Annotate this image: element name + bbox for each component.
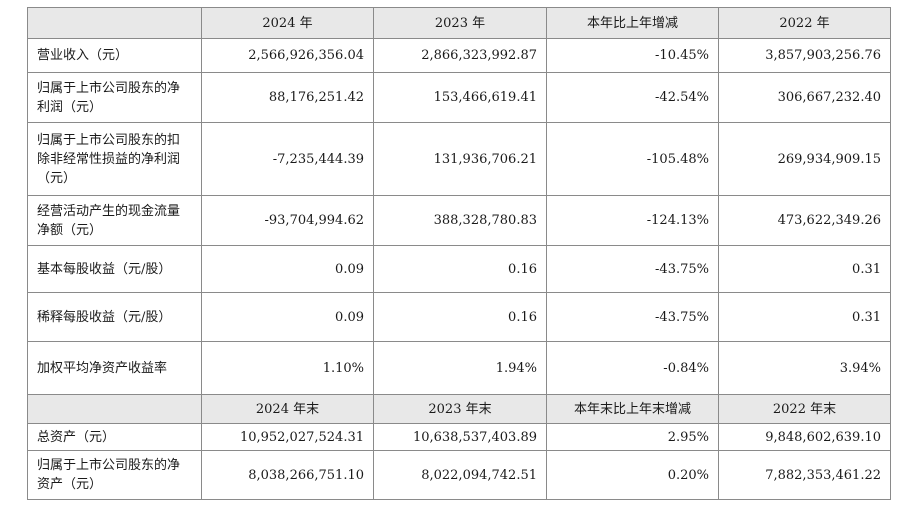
cell-2023: 1.94% <box>373 341 547 395</box>
row-label: 归属于上市公司股东的净资产（元） <box>27 450 202 500</box>
cell-2024: 0.09 <box>201 292 374 342</box>
row-label: 营业收入（元） <box>27 38 202 73</box>
cell-2023: 8,022,094,742.51 <box>373 450 547 500</box>
cell-2022: 0.31 <box>718 245 891 293</box>
cell-2024: 1.10% <box>201 341 374 395</box>
header-change: 本年比上年增减 <box>546 7 719 39</box>
table-row: 营业收入（元） 2,566,926,356.04 2,866,323,992.8… <box>27 38 891 73</box>
header-year-2023: 2023 年 <box>373 7 547 39</box>
row-label: 稀释每股收益（元/股） <box>27 292 202 342</box>
cell-2023: 388,328,780.83 <box>373 195 547 246</box>
cell-2022: 3.94% <box>718 341 891 395</box>
cell-2023: 0.16 <box>373 292 547 342</box>
header-year-end-2024: 2024 年末 <box>201 394 374 424</box>
row-label: 总资产（元） <box>27 423 202 451</box>
row-label: 归属于上市公司股东的扣除非经常性损益的净利润（元） <box>27 122 202 196</box>
cell-2023: 0.16 <box>373 245 547 293</box>
financial-summary-table: 2024 年 2023 年 本年比上年增减 2022 年 营业收入（元） 2,5… <box>27 7 891 500</box>
header-year-2022: 2022 年 <box>718 7 891 39</box>
cell-change: -10.45% <box>546 38 719 73</box>
cell-change: -105.48% <box>546 122 719 196</box>
table-row: 归属于上市公司股东的净利润（元） 88,176,251.42 153,466,6… <box>27 72 891 123</box>
cell-2023: 2,866,323,992.87 <box>373 38 547 73</box>
table-row: 稀释每股收益（元/股） 0.09 0.16 -43.75% 0.31 <box>27 292 891 342</box>
header-year-end-change: 本年末比上年末增减 <box>546 394 719 424</box>
cell-2022: 7,882,353,461.22 <box>718 450 891 500</box>
cell-change: -43.75% <box>546 292 719 342</box>
cell-change: -0.84% <box>546 341 719 395</box>
header-row-years: 2024 年 2023 年 本年比上年增减 2022 年 <box>27 7 891 39</box>
header-corner-cell <box>27 7 202 39</box>
table-row: 总资产（元） 10,952,027,524.31 10,638,537,403.… <box>27 423 891 451</box>
cell-2022: 0.31 <box>718 292 891 342</box>
cell-2024: 88,176,251.42 <box>201 72 374 123</box>
cell-change: 0.20% <box>546 450 719 500</box>
cell-change: -43.75% <box>546 245 719 293</box>
cell-2023: 10,638,537,403.89 <box>373 423 547 451</box>
cell-change: 2.95% <box>546 423 719 451</box>
cell-2024: -93,704,994.62 <box>201 195 374 246</box>
row-label: 基本每股收益（元/股） <box>27 245 202 293</box>
cell-2024: 10,952,027,524.31 <box>201 423 374 451</box>
cell-change: -124.13% <box>546 195 719 246</box>
header-year-end-2023: 2023 年末 <box>373 394 547 424</box>
cell-2024: -7,235,444.39 <box>201 122 374 196</box>
table-row: 经营活动产生的现金流量净额（元） -93,704,994.62 388,328,… <box>27 195 891 246</box>
header-row-year-end: 2024 年末 2023 年末 本年末比上年末增减 2022 年末 <box>27 394 891 424</box>
header-year-end-2022: 2022 年末 <box>718 394 891 424</box>
cell-2024: 0.09 <box>201 245 374 293</box>
cell-2022: 473,622,349.26 <box>718 195 891 246</box>
cell-2022: 9,848,602,639.10 <box>718 423 891 451</box>
table-row: 归属于上市公司股东的扣除非经常性损益的净利润（元） -7,235,444.39 … <box>27 122 891 196</box>
row-label: 加权平均净资产收益率 <box>27 341 202 395</box>
cell-2023: 153,466,619.41 <box>373 72 547 123</box>
row-label: 归属于上市公司股东的净利润（元） <box>27 72 202 123</box>
cell-2022: 269,934,909.15 <box>718 122 891 196</box>
header-corner-cell <box>27 394 202 424</box>
cell-2024: 2,566,926,356.04 <box>201 38 374 73</box>
cell-2022: 306,667,232.40 <box>718 72 891 123</box>
header-year-2024: 2024 年 <box>201 7 374 39</box>
row-label: 经营活动产生的现金流量净额（元） <box>27 195 202 246</box>
table-row: 基本每股收益（元/股） 0.09 0.16 -43.75% 0.31 <box>27 245 891 293</box>
cell-2023: 131,936,706.21 <box>373 122 547 196</box>
cell-change: -42.54% <box>546 72 719 123</box>
cell-2024: 8,038,266,751.10 <box>201 450 374 500</box>
table-row: 归属于上市公司股东的净资产（元） 8,038,266,751.10 8,022,… <box>27 450 891 500</box>
cell-2022: 3,857,903,256.76 <box>718 38 891 73</box>
table-row: 加权平均净资产收益率 1.10% 1.94% -0.84% 3.94% <box>27 341 891 395</box>
